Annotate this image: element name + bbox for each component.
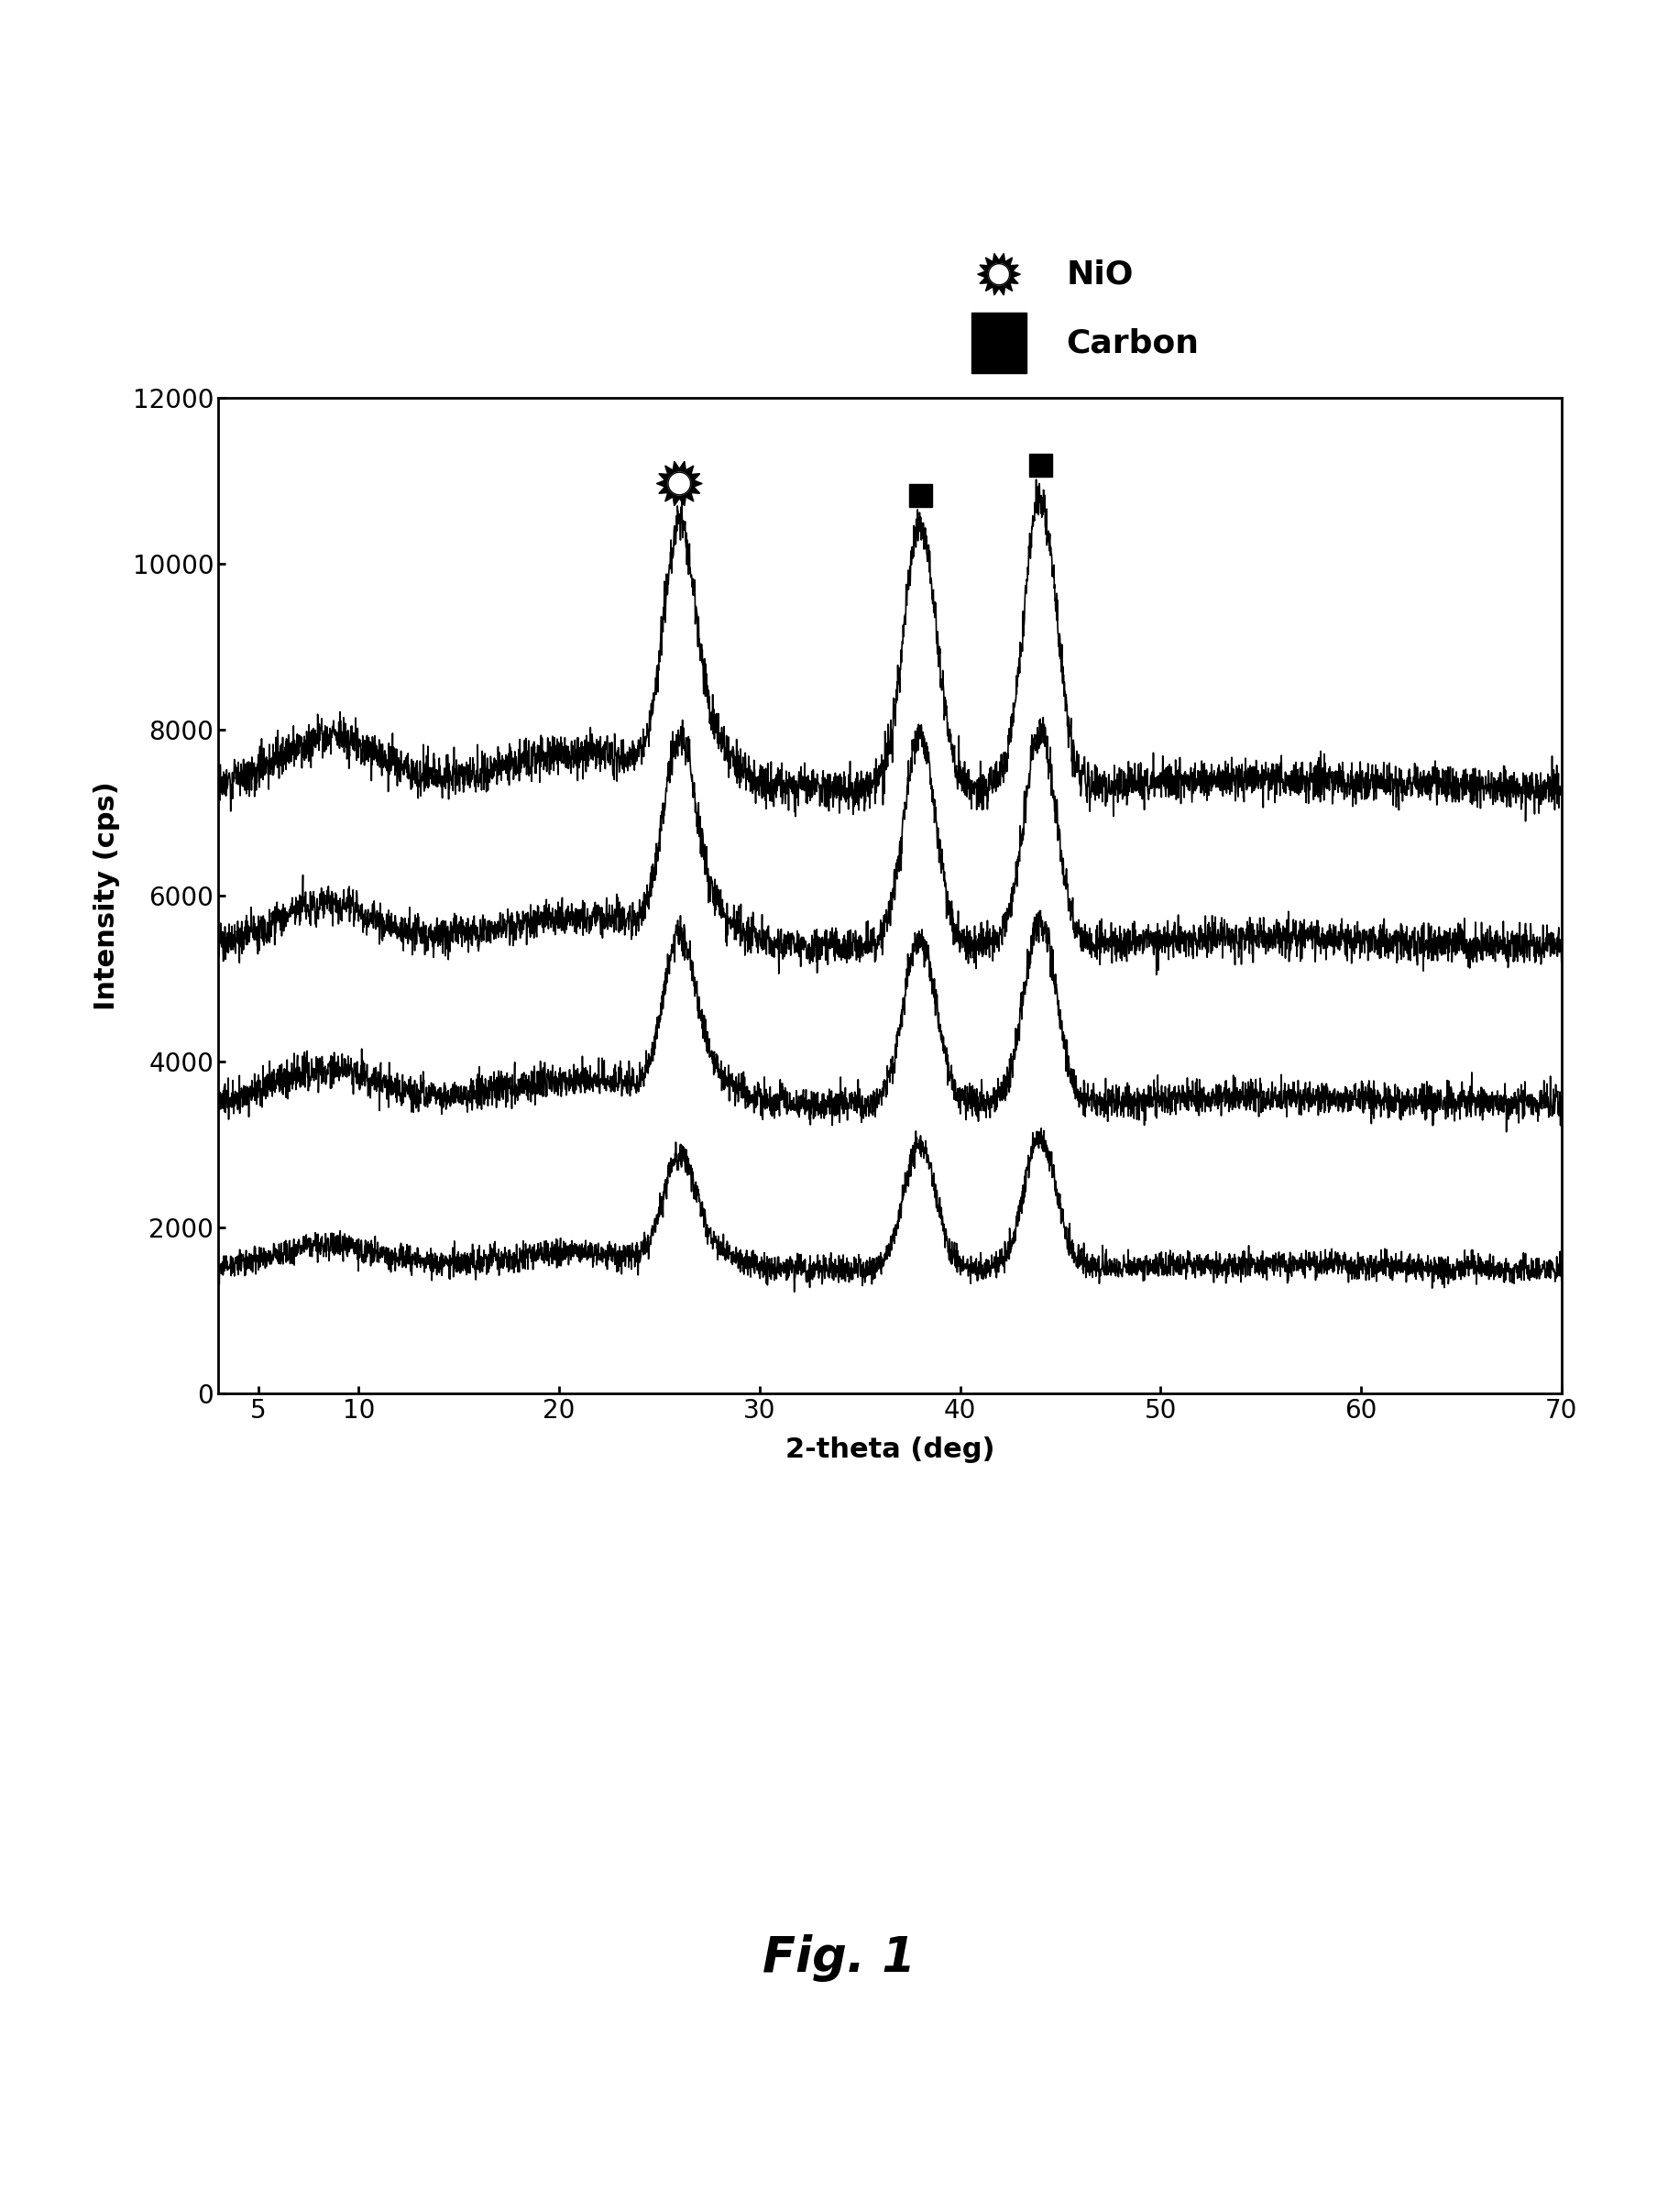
Text: NiO: NiO [1066,259,1133,290]
Polygon shape [977,254,1021,294]
Y-axis label: Intensity (cps): Intensity (cps) [94,781,119,1011]
Polygon shape [668,471,690,495]
Text: Fig. 1: Fig. 1 [762,1933,917,1982]
Polygon shape [989,263,1009,285]
Polygon shape [656,462,702,507]
Text: Carbon: Carbon [1066,327,1199,358]
X-axis label: 2-theta (deg): 2-theta (deg) [786,1436,994,1462]
